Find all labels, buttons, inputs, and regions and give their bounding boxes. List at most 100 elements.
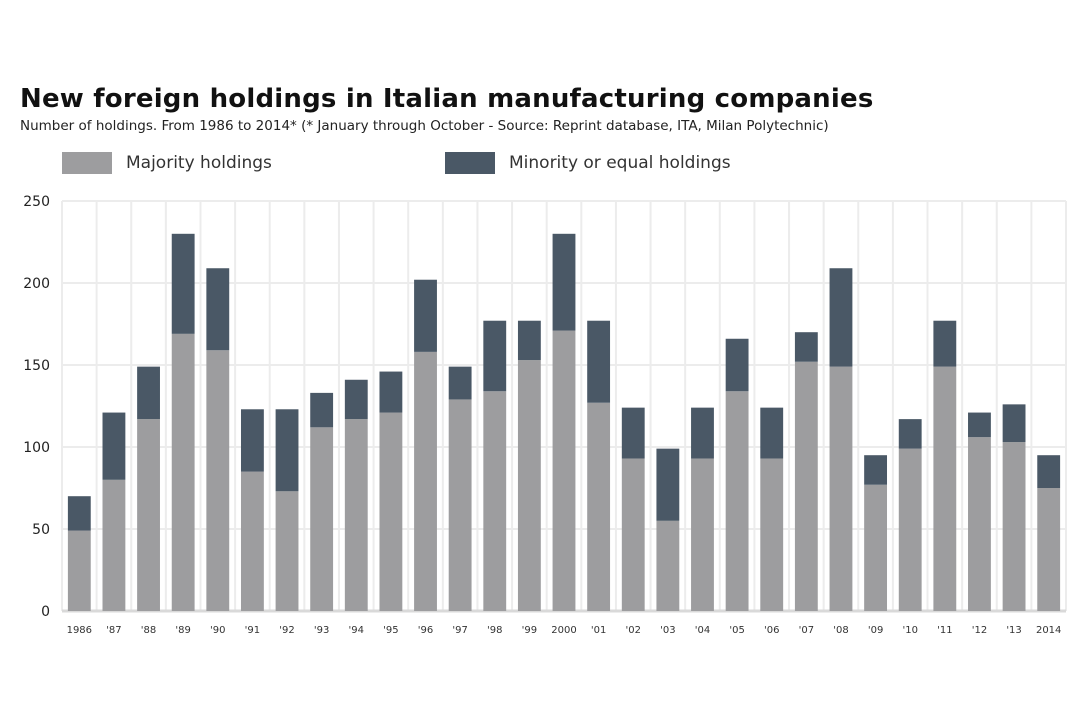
- bar-majority: [968, 437, 991, 611]
- bar-majority: [483, 391, 507, 611]
- x-tick-label: '08: [833, 625, 848, 636]
- bar-majority: [898, 448, 922, 611]
- bar-majority: [587, 402, 611, 611]
- x-tick-label: '94: [349, 625, 364, 636]
- bar-majority: [344, 419, 368, 611]
- bar-minority: [137, 366, 160, 420]
- legend-swatch-majority: [62, 152, 112, 174]
- bar-minority: [171, 233, 195, 334]
- bar-minority: [933, 320, 957, 367]
- legend-label-minority: Minority or equal holdings: [509, 153, 731, 173]
- bar-majority: [67, 530, 91, 611]
- x-tick-label: '13: [1006, 625, 1021, 636]
- bar-minority: [67, 496, 91, 531]
- bar-minority: [344, 379, 368, 420]
- bar-majority: [1002, 442, 1026, 611]
- bar-majority: [102, 479, 126, 611]
- bar-majority: [448, 399, 472, 611]
- bar-minority: [517, 320, 541, 361]
- legend: Majority holdings Minority or equal hold…: [0, 152, 1081, 182]
- bar-majority: [206, 350, 230, 611]
- bar-minority: [829, 268, 853, 367]
- x-tick-label: '97: [452, 625, 467, 636]
- x-tick-label: '07: [799, 625, 814, 636]
- x-tick-label: '95: [383, 625, 398, 636]
- x-tick-label: '93: [314, 625, 329, 636]
- bar-minority: [483, 320, 507, 392]
- bar-minority: [240, 409, 264, 472]
- x-tick-label: '03: [660, 625, 675, 636]
- y-tick-label: 200: [23, 276, 50, 292]
- bar-minority: [725, 338, 749, 392]
- bar-majority: [171, 333, 195, 611]
- y-tick-label: 50: [32, 522, 50, 538]
- x-tick-label: '91: [245, 625, 260, 636]
- x-tick-label: '98: [487, 625, 502, 636]
- bar-minority: [691, 407, 714, 459]
- bar-minority: [102, 412, 126, 480]
- bar-minority: [552, 233, 576, 331]
- x-tick-label: '06: [764, 625, 779, 636]
- x-tick-label: '88: [141, 625, 156, 636]
- legend-label-majority: Majority holdings: [126, 153, 272, 173]
- x-tick-label: '11: [937, 625, 952, 636]
- bar-majority: [1037, 488, 1061, 611]
- bar-minority: [275, 409, 299, 492]
- bar-majority: [829, 366, 853, 611]
- bar-minority: [656, 448, 680, 521]
- x-tick-label: '02: [625, 625, 640, 636]
- x-tick-label: '12: [972, 625, 987, 636]
- bar-majority: [240, 471, 264, 611]
- bar-minority: [1037, 455, 1061, 488]
- bar-majority: [517, 360, 541, 611]
- bar-minority: [414, 279, 437, 352]
- bar-minority: [621, 407, 645, 459]
- x-tick-label: '99: [522, 625, 537, 636]
- bar-majority: [760, 458, 784, 611]
- y-tick-label: 100: [23, 440, 50, 456]
- x-tick-label: '87: [106, 625, 121, 636]
- bar-majority: [275, 491, 299, 611]
- bar-majority: [794, 361, 818, 611]
- bar-minority: [206, 268, 230, 351]
- x-tick-label: '05: [729, 625, 744, 636]
- bar-minority: [968, 412, 991, 438]
- bar-majority: [552, 330, 576, 611]
- x-tick-label: '09: [868, 625, 883, 636]
- bar-minority: [1002, 404, 1026, 443]
- bar-minority: [448, 366, 472, 400]
- stacked-bar-chart: 0 50 100 150 200 250 1986 '87 '88 '89 '90 '91 '92 '93…: [23, 194, 1067, 636]
- bar-minority: [587, 320, 611, 403]
- x-tick-label: '92: [279, 625, 294, 636]
- legend-swatch-minority: [445, 152, 495, 174]
- bar-majority: [310, 427, 334, 611]
- bar-majority: [691, 458, 714, 611]
- x-tick-label: '96: [418, 625, 433, 636]
- bar-minority: [379, 371, 403, 413]
- bar-majority: [656, 520, 680, 611]
- x-tick-label: 2014: [1036, 625, 1061, 636]
- bar-minority: [794, 332, 818, 362]
- bar-minority: [898, 419, 922, 449]
- bar-majority: [379, 412, 403, 611]
- x-tick-label: '90: [210, 625, 225, 636]
- bar-majority: [137, 419, 160, 611]
- x-tick-label: '10: [902, 625, 917, 636]
- bar-majority: [621, 458, 645, 611]
- bar-minority: [864, 455, 888, 485]
- bar-majority: [414, 351, 437, 611]
- y-tick-label: 0: [41, 604, 50, 620]
- bar-majority: [864, 484, 888, 611]
- y-tick-label: 150: [23, 358, 50, 374]
- bar-majority: [933, 366, 957, 611]
- chart-title: New foreign holdings in Italian manufact…: [20, 84, 874, 114]
- legend-item-minority: Minority or equal holdings: [445, 152, 731, 174]
- x-tick-label: '89: [175, 625, 190, 636]
- bar-minority: [310, 392, 334, 428]
- x-tick-label: 1986: [67, 625, 92, 636]
- bar-majority: [725, 391, 749, 611]
- chart-subtitle: Number of holdings. From 1986 to 2014* (…: [20, 118, 829, 134]
- legend-item-majority: Majority holdings: [62, 152, 272, 174]
- x-tick-label: 2000: [551, 625, 576, 636]
- x-tick-label: '01: [591, 625, 606, 636]
